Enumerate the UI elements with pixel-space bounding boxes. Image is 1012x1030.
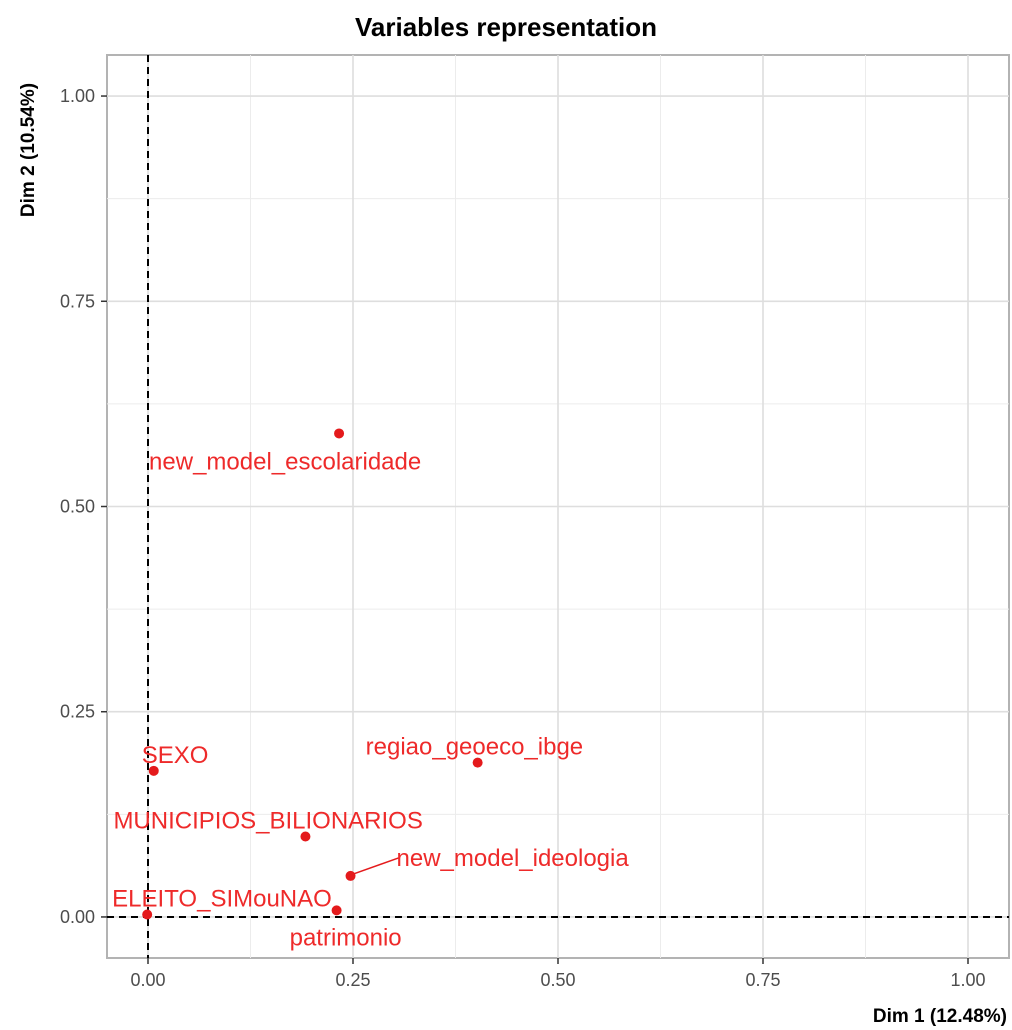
x-tick-label: 0.00: [130, 970, 165, 990]
x-tick-label: 0.50: [540, 970, 575, 990]
point-label-new_model_escolaridade: new_model_escolaridade: [149, 448, 421, 475]
point-label-regiao_geoeco_ibge: regiao_geoeco_ibge: [366, 734, 584, 761]
point-patrimonio: [331, 905, 342, 916]
y-axis-ticks: 0.00 0.25 0.50 0.75 1.00: [60, 86, 107, 927]
label-leader-line: [353, 857, 399, 875]
x-tick-label: 1.00: [950, 970, 985, 990]
point-label-MUNICIPIOS_BILIONARIOS: MUNICIPIOS_BILIONARIOS: [113, 808, 422, 835]
point-labels: new_model_escolaridade SEXO regiao_geoeco_…: [112, 448, 629, 951]
point-regiao_geoeco_ibge: [472, 757, 483, 768]
point-label-SEXO: SEXO: [142, 742, 209, 769]
point-SEXO: [148, 765, 159, 776]
y-tick-label: 0.25: [60, 702, 95, 722]
x-tick-label: 0.75: [745, 970, 780, 990]
data-points: [142, 428, 483, 920]
y-axis-label: Dim 2 (10.54%): [18, 83, 39, 217]
point-new_model_escolaridade: [334, 428, 345, 439]
reference-lines: [107, 55, 1009, 958]
point-new_model_ideologia: [345, 870, 356, 881]
y-tick-label: 0.00: [60, 907, 95, 927]
x-tick-label: 0.25: [335, 970, 370, 990]
chart-title: Variables representation: [354, 12, 658, 42]
point-label-ELEITO_SIMouNAO: ELEITO_SIMouNAO: [112, 885, 332, 912]
x-axis-ticks: 0.00 0.25 0.50 0.75 1.00: [130, 958, 986, 990]
point-label-patrimonio: patrimonio: [290, 924, 402, 951]
y-tick-label: 0.50: [60, 497, 95, 517]
y-tick-label: 1.00: [60, 86, 95, 106]
x-axis-label: Dim 1 (12.48%): [873, 1006, 1007, 1027]
point-label-new_model_ideologia: new_model_ideologia: [397, 845, 630, 872]
point-MUNICIPIOS_BILIONARIOS: [300, 831, 311, 842]
point-ELEITO_SIMouNAO: [142, 909, 153, 920]
y-tick-label: 0.75: [60, 291, 95, 311]
